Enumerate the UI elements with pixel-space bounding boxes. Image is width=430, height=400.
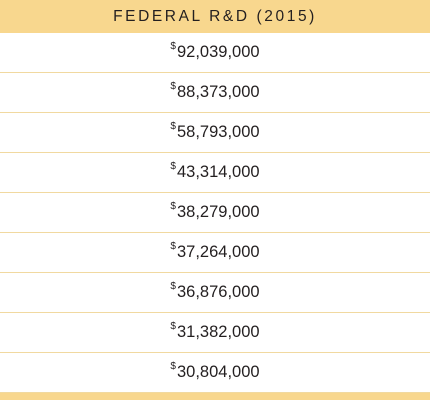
table-row: $58,793,000 [0, 113, 430, 153]
row-value: 43,314,000 [176, 163, 260, 181]
currency-symbol: $ [170, 41, 176, 52]
currency-symbol: $ [170, 201, 176, 212]
table-row: $92,039,000 [0, 33, 430, 73]
row-value: 36,876,000 [176, 283, 260, 301]
table-row: $43,314,000 [0, 153, 430, 193]
table-row: $38,279,000 [0, 193, 430, 233]
table-row: $36,876,000 [0, 273, 430, 313]
table-header: FEDERAL R&D (2015) [0, 0, 430, 33]
row-value: 30,804,000 [176, 363, 260, 381]
row-value: 88,373,000 [176, 83, 260, 101]
currency-symbol: $ [170, 281, 176, 292]
row-value: 38,279,000 [176, 203, 260, 221]
row-value: 58,793,000 [176, 123, 260, 141]
currency-symbol: $ [170, 361, 176, 372]
row-value: 31,382,000 [176, 323, 260, 341]
table-footer-bar [0, 393, 430, 400]
currency-symbol: $ [170, 321, 176, 332]
table-row: $88,373,000 [0, 73, 430, 113]
row-value: 37,264,000 [176, 243, 260, 261]
currency-symbol: $ [170, 161, 176, 172]
currency-symbol: $ [170, 81, 176, 92]
table-row: $30,804,000 [0, 353, 430, 393]
currency-symbol: $ [170, 241, 176, 252]
table-row: $37,264,000 [0, 233, 430, 273]
table-row: $31,382,000 [0, 313, 430, 353]
currency-symbol: $ [170, 121, 176, 132]
row-value: 92,039,000 [176, 43, 260, 61]
